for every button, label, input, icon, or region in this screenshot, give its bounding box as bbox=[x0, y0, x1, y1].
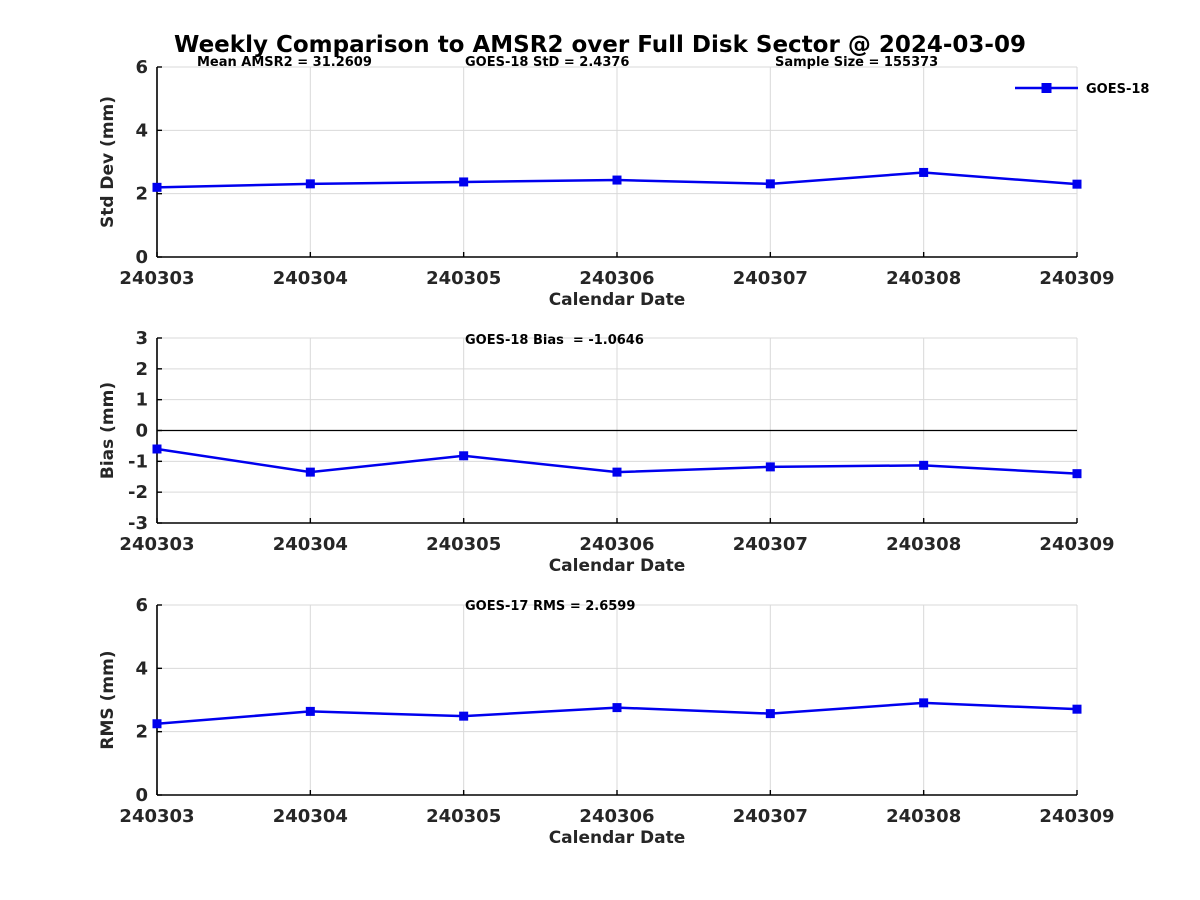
y-tick-label: 2 bbox=[135, 184, 148, 205]
x-tick-label: 240309 bbox=[1039, 268, 1114, 289]
y-tick-label: 4 bbox=[135, 658, 148, 679]
x-tick-label: 240307 bbox=[733, 806, 808, 827]
x-tick-label: 240307 bbox=[733, 268, 808, 289]
stat-annotation: Mean AMSR2 = 31.2609 bbox=[197, 55, 372, 70]
stat-annotation: GOES-18 StD = 2.4376 bbox=[465, 55, 629, 70]
plot-stddev: 0 2 4 6 240303 240304 240305 240306 240307 240308… bbox=[98, 55, 1149, 310]
y-tick-label: 1 bbox=[135, 390, 148, 411]
x-tick-label: 240309 bbox=[1039, 534, 1114, 555]
y-tick-label: 6 bbox=[135, 595, 148, 616]
y-tick-label: 0 bbox=[135, 247, 148, 268]
data-point-marker bbox=[765, 179, 775, 189]
x-tick-label: 240303 bbox=[119, 806, 194, 827]
y-axis-title: Std Dev (mm) bbox=[98, 96, 118, 228]
data-point-marker bbox=[305, 179, 315, 189]
data-point-marker bbox=[305, 467, 315, 477]
data-point-marker bbox=[1072, 704, 1082, 714]
x-axis-title: Calendar Date bbox=[549, 556, 686, 576]
data-point-marker bbox=[459, 451, 469, 461]
y-axis-title: Bias (mm) bbox=[98, 382, 118, 479]
x-tick-label: 240308 bbox=[886, 806, 961, 827]
stat-annotation: GOES-18 Bias = -1.0646 bbox=[465, 333, 644, 348]
data-point-marker bbox=[919, 460, 929, 470]
x-tick-label: 240305 bbox=[426, 534, 501, 555]
data-point-marker bbox=[612, 467, 622, 477]
y-tick-label: 2 bbox=[135, 722, 148, 743]
y-axis-title: RMS (mm) bbox=[98, 650, 118, 749]
data-point-marker bbox=[765, 709, 775, 719]
x-tick-label: 240308 bbox=[886, 534, 961, 555]
x-tick-label: 240309 bbox=[1039, 806, 1114, 827]
x-tick-label: 240305 bbox=[426, 806, 501, 827]
plot-bias: -3 -2 -1 0 1 2 3 240303 240304 240305 240306 240307… bbox=[98, 328, 1115, 576]
stat-annotation: GOES-17 RMS = 2.6599 bbox=[465, 599, 635, 614]
x-axis-title: Calendar Date bbox=[549, 828, 686, 848]
legend: GOES-18 bbox=[1015, 82, 1149, 97]
data-point-marker bbox=[459, 711, 469, 721]
y-tick-label: 0 bbox=[135, 421, 148, 442]
x-tick-label: 240308 bbox=[886, 268, 961, 289]
data-point-marker bbox=[919, 167, 929, 177]
y-tick-label: 3 bbox=[135, 328, 148, 349]
data-point-marker bbox=[1072, 179, 1082, 189]
data-point-marker bbox=[305, 706, 315, 716]
x-tick-label: 240304 bbox=[273, 534, 348, 555]
data-point-marker bbox=[152, 444, 162, 454]
stat-annotation: Sample Size = 155373 bbox=[775, 55, 938, 70]
data-point-marker bbox=[1072, 469, 1082, 479]
figure-title: Weekly Comparison to AMSR2 over Full Dis… bbox=[174, 32, 1026, 58]
data-point-marker bbox=[459, 177, 469, 187]
data-point-marker bbox=[152, 182, 162, 192]
data-point-marker bbox=[612, 703, 622, 713]
x-tick-label: 240305 bbox=[426, 268, 501, 289]
y-tick-label: 0 bbox=[135, 785, 148, 806]
data-point-marker bbox=[765, 462, 775, 472]
x-tick-label: 240306 bbox=[579, 534, 654, 555]
data-point-marker bbox=[152, 719, 162, 729]
x-tick-label: 240304 bbox=[273, 268, 348, 289]
x-tick-label: 240306 bbox=[579, 806, 654, 827]
y-tick-label: -2 bbox=[128, 482, 148, 503]
x-tick-label: 240303 bbox=[119, 268, 194, 289]
x-tick-label: 240306 bbox=[579, 268, 654, 289]
y-tick-label: 6 bbox=[135, 57, 148, 78]
y-tick-label: 2 bbox=[135, 359, 148, 380]
x-tick-label: 240304 bbox=[273, 806, 348, 827]
x-axis-title: Calendar Date bbox=[549, 290, 686, 310]
y-tick-label: 4 bbox=[135, 120, 148, 141]
x-tick-label: 240303 bbox=[119, 534, 194, 555]
data-point-marker bbox=[612, 175, 622, 185]
y-tick-label: -3 bbox=[128, 513, 148, 534]
x-tick-label: 240307 bbox=[733, 534, 808, 555]
y-tick-label: -1 bbox=[128, 451, 148, 472]
data-point-marker bbox=[919, 698, 929, 708]
legend-marker bbox=[1041, 83, 1052, 93]
plot-rms: 0 2 4 6 240303 240304 240305 240306 240307 240308… bbox=[98, 595, 1115, 848]
legend-label: GOES-18 bbox=[1086, 82, 1149, 97]
